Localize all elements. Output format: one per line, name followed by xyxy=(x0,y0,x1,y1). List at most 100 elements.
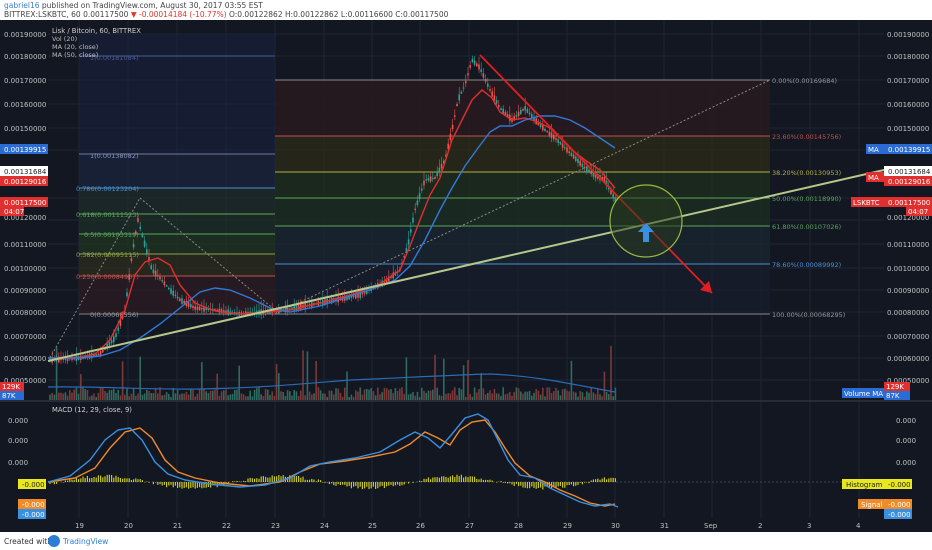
volume-bar xyxy=(60,392,62,400)
volume-bar xyxy=(319,390,322,400)
histogram-bar xyxy=(454,476,456,482)
chart-area[interactable]: 1(0.00181084) 1(0.00138082) 0.786(0.0012… xyxy=(0,20,932,532)
volume-bar xyxy=(284,396,287,400)
histogram-bar xyxy=(205,482,207,488)
candle-body xyxy=(489,89,491,91)
volume-bar xyxy=(245,396,247,400)
left-fib-retracement[interactable]: 1(0.00181084) 1(0.00138082) 0.786(0.0012… xyxy=(49,34,276,359)
histogram-bar xyxy=(166,482,168,488)
candle-body xyxy=(451,124,454,130)
macd-line xyxy=(47,413,619,508)
volume-bar xyxy=(522,393,524,400)
histogram-bar xyxy=(452,475,454,482)
volume-bar xyxy=(154,387,157,400)
volume-bar xyxy=(240,393,243,400)
candle-body xyxy=(553,134,555,140)
ma50-line xyxy=(48,115,616,359)
volume-bar xyxy=(440,395,443,400)
volume-bar xyxy=(456,395,458,400)
volume-bar xyxy=(273,395,276,400)
candle-body xyxy=(588,169,590,172)
tradingview-brand-link[interactable]: TradingView xyxy=(63,537,109,546)
tradingview-logo-icon[interactable] xyxy=(48,535,60,547)
candle-body xyxy=(515,115,518,117)
volume-bar xyxy=(465,396,467,400)
histogram-bar xyxy=(93,476,95,482)
histogram-bar xyxy=(612,477,614,482)
candle-body xyxy=(548,131,551,136)
candle-body xyxy=(366,289,368,294)
histogram-bar xyxy=(535,482,537,489)
volume-bar xyxy=(150,393,152,400)
volume-bar xyxy=(363,389,366,400)
volume-bar xyxy=(350,394,353,400)
support-trendline[interactable] xyxy=(47,169,885,362)
macd-left-badge: -0.000 xyxy=(22,501,45,509)
candle-body xyxy=(465,81,467,84)
left-price-axis[interactable]: 0.00190000 0.00180000 0.00170000 0.00160… xyxy=(4,31,46,385)
author-link[interactable]: gabriel16 xyxy=(4,1,40,10)
volume-bar xyxy=(322,393,324,400)
fib-right-label: 100.00%(0.00068295) xyxy=(772,311,845,319)
volume-bar xyxy=(429,390,432,400)
candle-body xyxy=(594,172,597,178)
candle-body xyxy=(117,327,119,331)
histogram-bar xyxy=(267,477,269,482)
fib-right-label: 23.60%(0.00145756) xyxy=(772,133,841,141)
candle-body xyxy=(159,276,161,280)
macd-pane[interactable]: MACD (12, 29, close, 9) 0.000 0.000 0.00… xyxy=(8,406,916,519)
candle-body xyxy=(333,298,335,303)
macd-axis-label: 0.000 xyxy=(8,417,28,425)
histogram-bar xyxy=(64,480,66,482)
time-axis[interactable]: 19 20 21 22 23 24 25 26 27 28 29 30 31 S… xyxy=(75,522,861,530)
right-price-axis[interactable]: 0.00190000 0.00180000 0.00170000 0.00160… xyxy=(887,31,929,385)
axis-label: 0.00090000 xyxy=(887,287,929,295)
volume-bar xyxy=(216,373,218,400)
downtrend-arrow[interactable] xyxy=(479,54,713,294)
volume-bar xyxy=(278,373,280,400)
time-label: 21 xyxy=(173,522,182,530)
volume-bar xyxy=(185,391,188,400)
volume-bar xyxy=(275,364,278,400)
candle-body xyxy=(108,342,111,346)
histogram-bar xyxy=(258,478,260,482)
histogram-bar xyxy=(119,477,121,482)
fib-left-label: 0.786(0.00123204) xyxy=(76,185,139,193)
volume-bar xyxy=(546,387,548,400)
fib-right-label: 38.20%(0.00130953) xyxy=(772,169,841,177)
volume-bar xyxy=(443,358,445,400)
target-circle[interactable] xyxy=(609,184,683,258)
volume-bar xyxy=(359,387,361,400)
volume-bar xyxy=(495,393,498,400)
macd-signal-line xyxy=(47,419,616,507)
histogram-bar xyxy=(421,481,423,482)
histogram-bar xyxy=(100,475,102,482)
volume-bar xyxy=(77,393,80,400)
volume-bar xyxy=(306,351,309,400)
histogram-bar xyxy=(588,482,590,484)
candle-body xyxy=(218,308,221,313)
histogram-bar xyxy=(368,482,370,490)
histogram-bar xyxy=(511,482,513,485)
candle-body xyxy=(612,194,614,199)
candle-body xyxy=(157,275,159,277)
histogram-bar xyxy=(399,482,401,486)
histogram-bar xyxy=(146,481,148,482)
candle-body xyxy=(504,111,507,115)
histogram-bar xyxy=(555,482,557,488)
candle-body xyxy=(531,114,533,119)
right-fib-retracement[interactable]: 0.00%(0.00169684) 23.60%(0.00145756) 38.… xyxy=(274,77,845,319)
volume-bar xyxy=(108,390,111,400)
volume-bar xyxy=(328,390,331,400)
volume-bar xyxy=(53,394,56,400)
axis-label: 0.00180000 xyxy=(887,53,929,61)
candle-body xyxy=(498,104,500,107)
histogram-bar xyxy=(249,477,251,482)
volume-bar xyxy=(262,396,265,400)
volume-bar xyxy=(82,387,84,400)
candle-body xyxy=(390,276,392,279)
volume-bar xyxy=(482,388,485,400)
histogram-bar xyxy=(317,479,319,482)
volume-bar xyxy=(462,365,465,400)
candle-body xyxy=(592,171,595,177)
